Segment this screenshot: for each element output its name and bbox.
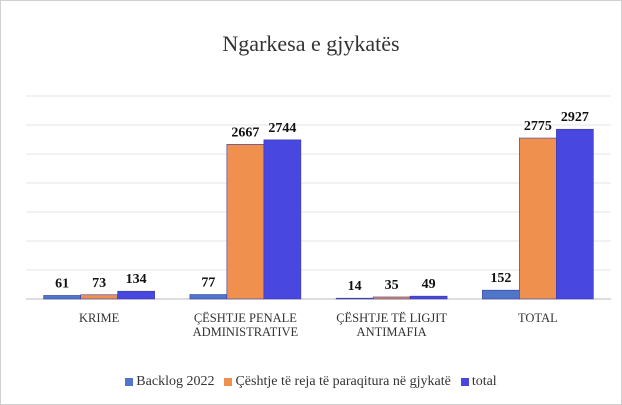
bar [226, 144, 265, 300]
legend-swatch [460, 378, 469, 386]
legend-label: Çështje të reja të paraqitura në gjykatë [235, 374, 451, 389]
legend-swatch [224, 378, 233, 386]
data-label: 134 [126, 272, 147, 287]
data-label: 2775 [524, 119, 552, 134]
data-label: 14 [348, 279, 362, 294]
x-tick-label: TOTAL [518, 311, 558, 325]
bar [117, 290, 155, 300]
x-tick-label: ÇËSHTJE PENALE ADMINISTRATIVE [192, 311, 299, 339]
bar [43, 295, 81, 300]
bar [409, 295, 448, 300]
data-label: 73 [92, 276, 106, 291]
bar [372, 296, 411, 300]
legend-item: Backlog 2022 [125, 374, 214, 390]
data-label: 35 [385, 278, 399, 293]
data-label: 61 [55, 276, 69, 291]
x-tick-label: KRIME [78, 311, 120, 325]
legend: Backlog 2022 Çështje të reja të paraqitur… [1, 374, 621, 390]
chart-title: Ngarkesa e gjykatës [222, 31, 400, 56]
bar [519, 137, 557, 300]
bar [189, 294, 228, 300]
data-label: 2744 [268, 121, 296, 136]
bar [482, 289, 520, 300]
bar [80, 294, 118, 300]
legend-label: total [471, 374, 497, 389]
bar [263, 139, 302, 300]
bar [335, 297, 374, 300]
data-label: 49 [422, 277, 436, 292]
legend-item: total [460, 374, 497, 390]
bar [556, 128, 594, 300]
legend-label: Backlog 2022 [136, 374, 215, 389]
data-label: 152 [490, 271, 511, 286]
data-label: 2927 [561, 110, 589, 125]
data-label: 77 [201, 276, 215, 291]
legend-item: Çështje të reja të paraqitura në gjykatë [224, 374, 451, 390]
legend-swatch [125, 378, 134, 386]
x-tick-label: ÇËSHTJE TË LIGJIT ANTIMAFIA [336, 311, 448, 339]
data-label: 2667 [231, 125, 259, 140]
